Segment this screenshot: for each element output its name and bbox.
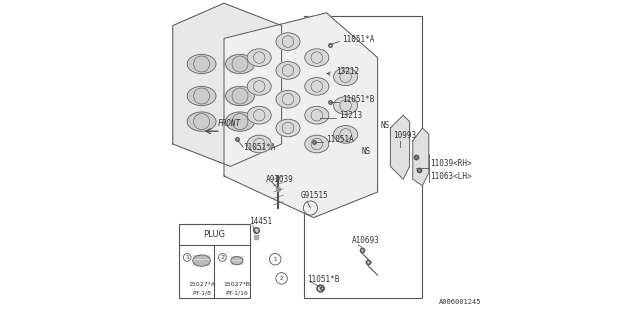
- Ellipse shape: [193, 255, 211, 266]
- Ellipse shape: [276, 91, 300, 108]
- Text: 11051*A: 11051*A: [342, 35, 375, 44]
- Text: 11063<LH>: 11063<LH>: [430, 172, 472, 181]
- Ellipse shape: [187, 54, 216, 74]
- Ellipse shape: [247, 135, 271, 153]
- Text: NS: NS: [362, 147, 371, 156]
- Ellipse shape: [226, 86, 255, 106]
- Text: A006001245: A006001245: [438, 299, 481, 305]
- Text: 13213: 13213: [339, 111, 362, 120]
- Text: 11039<RH>: 11039<RH>: [430, 159, 472, 168]
- Text: PT-1/16: PT-1/16: [225, 290, 248, 295]
- Polygon shape: [173, 3, 282, 166]
- Text: 15027*B: 15027*B: [223, 282, 250, 287]
- Ellipse shape: [276, 61, 300, 79]
- Text: 11051*B: 11051*B: [307, 275, 340, 284]
- Ellipse shape: [305, 135, 329, 153]
- Ellipse shape: [231, 257, 243, 265]
- Text: A10693: A10693: [352, 236, 380, 245]
- Text: 13212: 13212: [336, 67, 359, 76]
- Text: 2: 2: [280, 276, 284, 281]
- Text: 15027*A: 15027*A: [188, 282, 215, 287]
- Text: FRONT: FRONT: [218, 119, 241, 128]
- Ellipse shape: [226, 54, 255, 74]
- Ellipse shape: [247, 106, 271, 124]
- Text: G91515: G91515: [301, 191, 328, 200]
- Ellipse shape: [333, 68, 358, 86]
- Ellipse shape: [305, 106, 329, 124]
- Text: NS: NS: [381, 121, 390, 130]
- Text: PLUG: PLUG: [204, 230, 225, 239]
- Text: 2: 2: [220, 255, 225, 260]
- Text: 11051*A: 11051*A: [243, 143, 276, 152]
- Text: A91039: A91039: [266, 175, 293, 184]
- Text: PT-1/8: PT-1/8: [192, 290, 211, 295]
- Text: 10993: 10993: [394, 131, 417, 140]
- Ellipse shape: [276, 119, 300, 137]
- Text: 11051A: 11051A: [326, 135, 354, 144]
- Polygon shape: [224, 13, 378, 218]
- Text: 11051*B: 11051*B: [342, 95, 375, 104]
- Ellipse shape: [247, 78, 271, 95]
- Ellipse shape: [226, 112, 255, 131]
- Ellipse shape: [187, 112, 216, 131]
- Ellipse shape: [187, 86, 216, 106]
- Polygon shape: [390, 115, 410, 179]
- Polygon shape: [413, 128, 429, 186]
- Ellipse shape: [305, 49, 329, 67]
- Ellipse shape: [247, 49, 271, 67]
- Ellipse shape: [333, 97, 358, 115]
- Ellipse shape: [276, 33, 300, 51]
- Ellipse shape: [333, 126, 358, 143]
- Text: 1: 1: [273, 257, 277, 262]
- Text: 1: 1: [185, 255, 189, 260]
- Ellipse shape: [305, 78, 329, 95]
- Text: 14451: 14451: [250, 217, 273, 226]
